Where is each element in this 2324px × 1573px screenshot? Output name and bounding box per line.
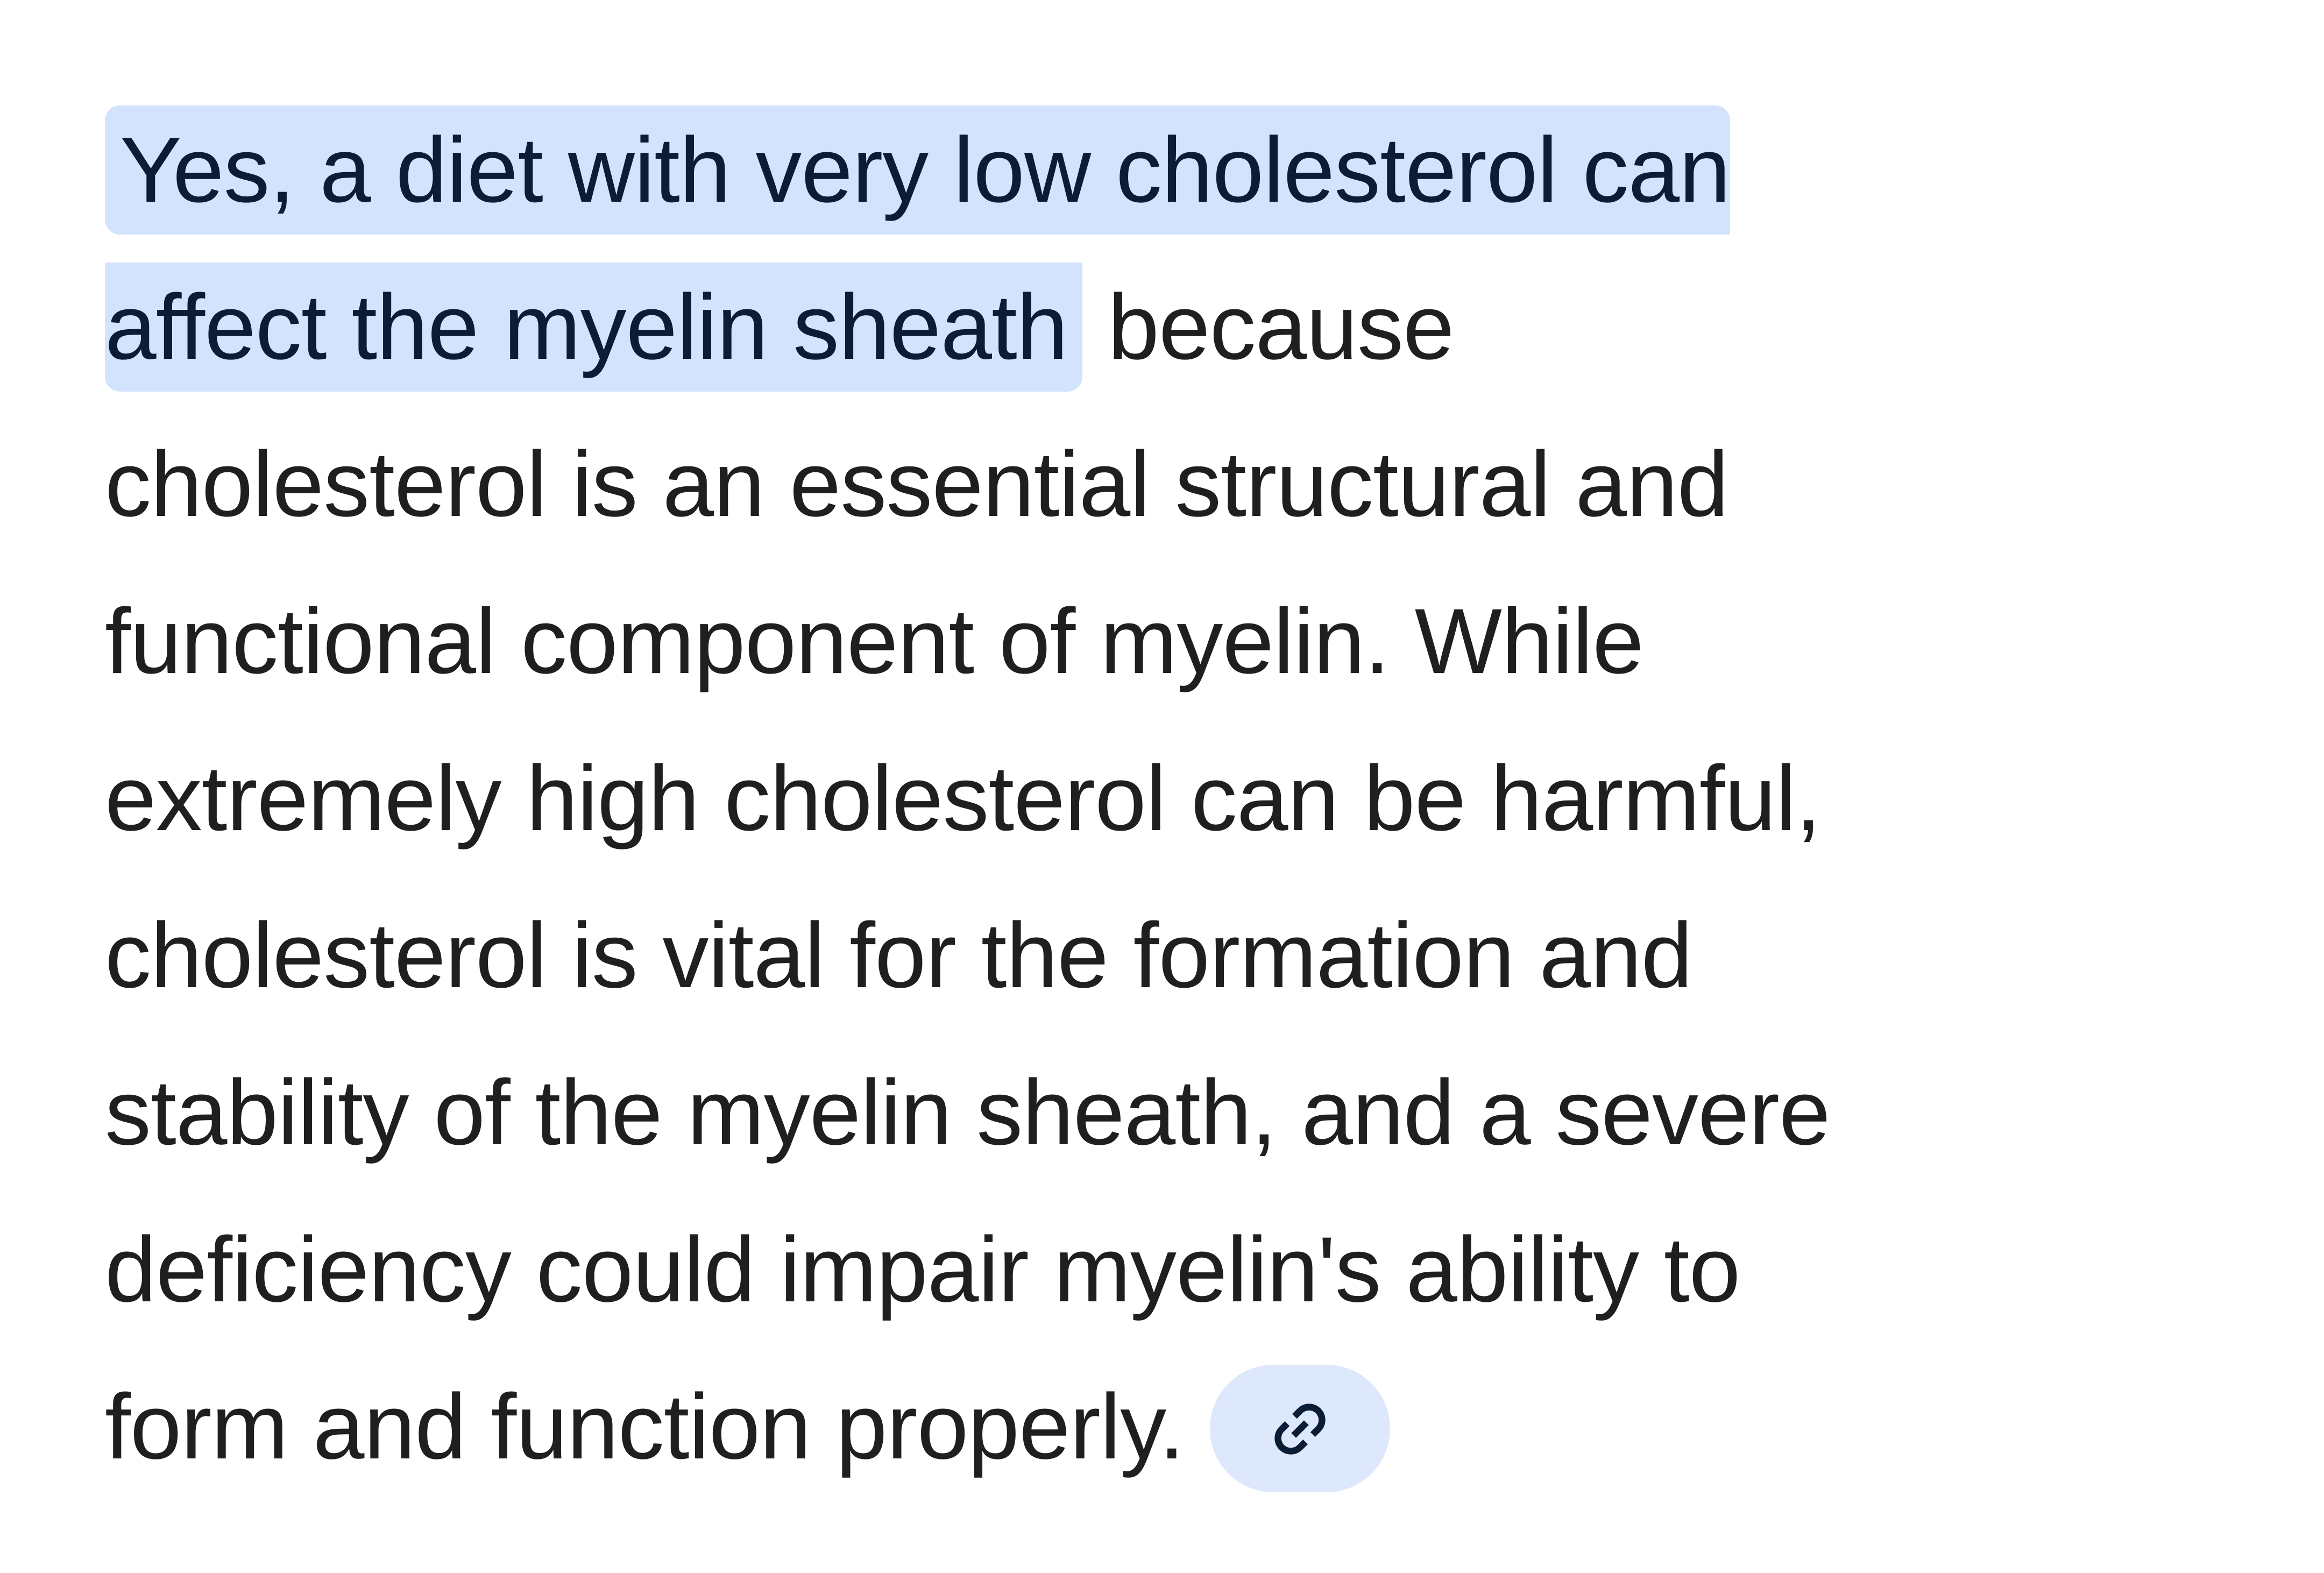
answer-line: extremely high cholesterol can be harmfu…	[105, 747, 1821, 850]
ai-answer-paragraph: Yes, a diet with very low cholesterol ca…	[105, 91, 1831, 1505]
answer-text: form and function properly.	[105, 1375, 1185, 1478]
answer-line: functional component of myelin. While	[105, 590, 1644, 693]
link-icon	[1274, 1404, 1326, 1455]
answer-line: stability of the myelin sheath, and a se…	[105, 1061, 1831, 1164]
answer-line: cholesterol is an essential structural a…	[105, 433, 1728, 536]
answer-line: deficiency could impair myelin's ability…	[105, 1218, 1740, 1321]
answer-line: affect the myelin sheath because	[105, 249, 1830, 406]
highlighted-text: Yes, a diet with very low cholesterol ca…	[105, 105, 1731, 235]
answer-line: cholesterol is vital for the formation a…	[105, 904, 1692, 1007]
answer-line: Yes, a diet with very low cholesterol ca…	[105, 91, 1830, 249]
highlighted-text: affect the myelin sheath	[105, 263, 1083, 392]
source-link-button[interactable]	[1210, 1365, 1391, 1493]
answer-line: form and function properly.	[105, 1348, 1830, 1505]
answer-text: because	[1082, 275, 1454, 379]
